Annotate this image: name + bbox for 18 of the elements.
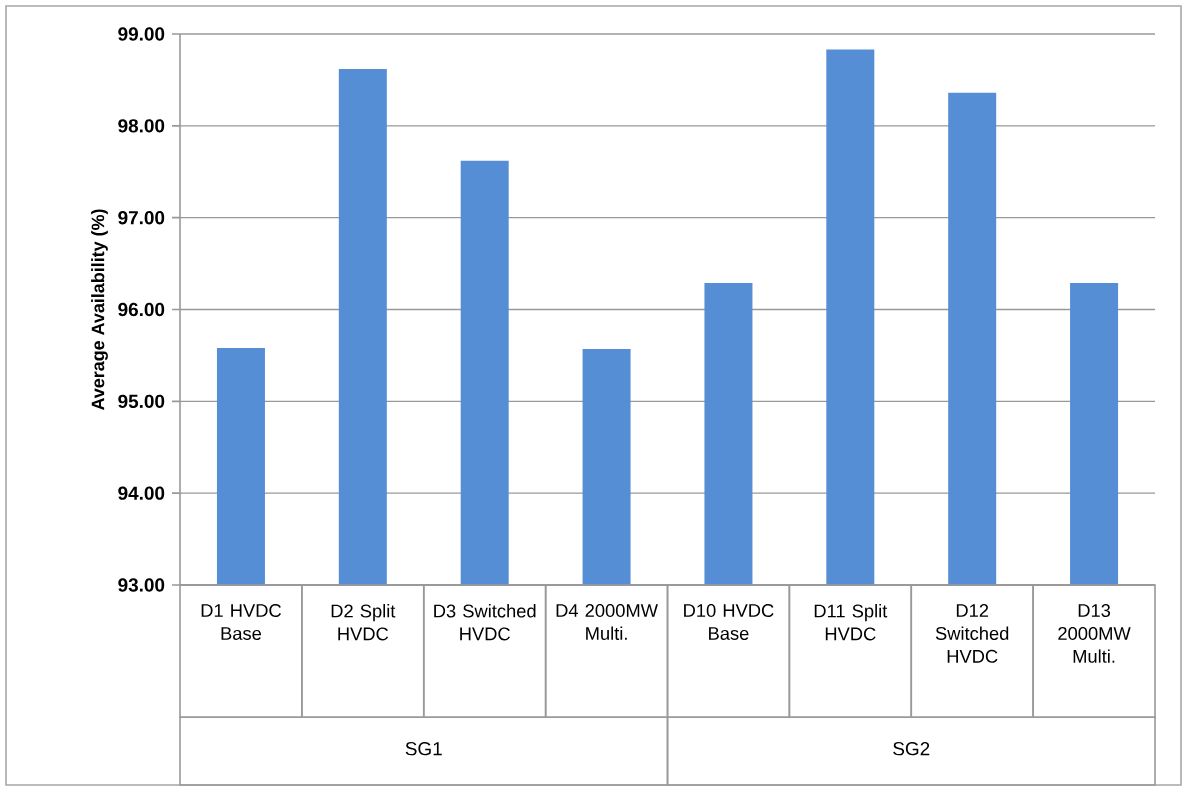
- x-tick-label: D1 HVDC Base: [201, 604, 281, 640]
- text: SG1: [405, 741, 442, 756]
- x-tick-label: D13 2000MW Multi.: [1058, 604, 1131, 663]
- y-tick-label: 95.00: [118, 394, 165, 409]
- y-tick-label: 96.00: [118, 302, 165, 317]
- x-tick-label: D3 Switched HVDC: [434, 604, 536, 641]
- y-tick-label: 97.00: [118, 210, 165, 225]
- x-tick-label: D12 Switched HVDC: [935, 604, 1009, 663]
- y-axis-title: Average Availability (%): [91, 209, 108, 411]
- y-tick-label: 94.00: [118, 486, 165, 500]
- y-tick-label: 99.00: [118, 27, 165, 41]
- y-tick-label: 93.00: [118, 578, 165, 592]
- x-tick-label: D11 Split HVDC: [814, 604, 888, 641]
- text: SG2: [893, 741, 930, 756]
- y-tick-label: 98.00: [118, 119, 165, 133]
- x-tick-label: D4 2000MW Multi.: [556, 604, 658, 640]
- x-tick-label: D10 HVDC Base: [684, 604, 774, 640]
- x-tick-label: D2 Split HVDC: [331, 604, 396, 641]
